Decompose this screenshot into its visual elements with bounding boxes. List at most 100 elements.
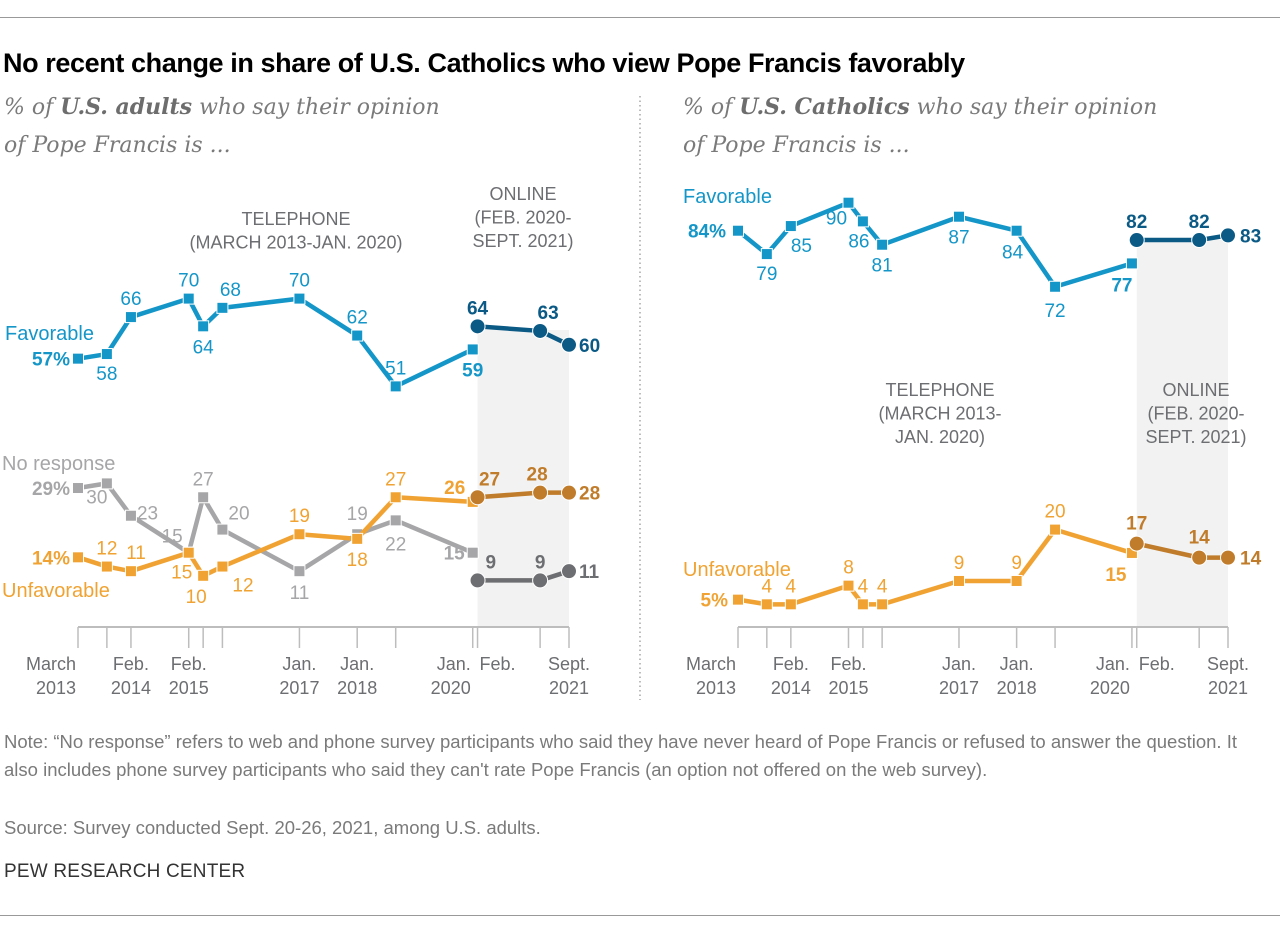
favorable-telephone-point: [182, 292, 195, 305]
favorable-value-label: 62: [347, 308, 368, 329]
favorable-telephone-point: [856, 215, 869, 228]
favorable-online-point: [1128, 232, 1145, 249]
x-tick-label: 2013: [696, 678, 736, 698]
x-tick-label: 2015: [169, 678, 209, 698]
unfavorable-online-point: [1191, 549, 1208, 566]
unfavorable-value-label: 12: [232, 576, 253, 597]
unfavorable-value-label: 8: [843, 558, 854, 579]
favorable-value-label: 66: [120, 289, 141, 310]
unfavorable-value-label: 4: [877, 576, 888, 597]
favorable-telephone-point: [1049, 280, 1062, 293]
favorable-telephone-point: [293, 292, 306, 305]
unfavorable-value-label: 18: [347, 550, 368, 571]
unfavorable-value-label: 27: [479, 469, 500, 490]
favorable-telephone-point: [124, 311, 137, 324]
x-tick-label: Feb.: [1139, 654, 1175, 674]
unfavorable-value-label: 14%: [32, 548, 70, 569]
x-tick-label: 2013: [36, 678, 76, 698]
unfavorable-telephone-point: [351, 532, 364, 545]
favorable-telephone-point: [216, 301, 229, 314]
no-response-telephone-point: [124, 509, 137, 522]
x-tick-label: Jan.: [282, 654, 316, 674]
no-response-value-label: 23: [137, 504, 158, 525]
online-mode-label: SEPT. 2021): [1145, 427, 1246, 447]
no-response-value-label: 29%: [32, 479, 70, 500]
x-tick-label: Feb.: [773, 654, 809, 674]
favorable-telephone-point: [197, 320, 210, 333]
x-tick-label: 2014: [111, 678, 151, 698]
bottom-rule: [0, 915, 1280, 916]
no-response-telephone-point: [100, 477, 113, 490]
unfavorable-value-label: 14: [1240, 549, 1262, 570]
unfavorable-online-point: [469, 489, 486, 506]
right-subtitle: % of U.S. Catholics who say their opinio…: [683, 94, 1157, 120]
x-tick-label: March: [686, 654, 736, 674]
unfavorable-series-label: Unfavorable: [2, 580, 110, 602]
online-mode-label: SEPT. 2021): [472, 231, 573, 251]
favorable-online-point: [532, 322, 549, 339]
x-tick-label: 2014: [771, 678, 811, 698]
x-tick-label: Feb.: [113, 654, 149, 674]
favorable-value-label: 57%: [32, 350, 70, 371]
right-panel-us-catholics: TELEPHONE (MARCH 2013- JAN. 2020) ONLINE (FE…: [683, 186, 1262, 698]
x-tick-label: 2020: [431, 678, 471, 698]
no-response-telephone-point: [389, 514, 402, 527]
online-mode-label: ONLINE: [489, 184, 556, 204]
x-tick-label: 2021: [549, 678, 589, 698]
favorable-value-label: 81: [872, 256, 893, 277]
no-response-value-label: 11: [290, 583, 310, 604]
x-tick-label: 2021: [1208, 678, 1248, 698]
favorable-value-label: 83: [1240, 226, 1261, 247]
no-response-telephone-point: [293, 565, 306, 578]
unfavorable-value-label: 9: [1011, 553, 1022, 574]
chart-note: Note: “No response” refers to web and ph…: [4, 731, 1237, 780]
telephone-mode-label: TELEPHONE: [241, 209, 350, 229]
unfavorable-value-label: 14: [1189, 528, 1211, 549]
x-tick-label: Feb.: [480, 654, 516, 674]
favorable-telephone-point: [100, 348, 113, 361]
unfavorable-telephone-point: [1010, 574, 1023, 587]
unfavorable-online-point: [1220, 549, 1236, 566]
unfavorable-telephone-point: [952, 574, 965, 587]
x-tick-label: Jan.: [340, 654, 374, 674]
favorable-value-label: 90: [826, 209, 847, 230]
x-tick-label: Jan.: [1096, 654, 1130, 674]
no-response-value-label: 9: [535, 552, 546, 573]
telephone-mode-label: (MARCH 2013-JAN. 2020): [189, 233, 402, 253]
unfavorable-value-label: 17: [1126, 514, 1147, 535]
favorable-value-label: 85: [791, 236, 812, 257]
no-response-telephone-point: [466, 546, 479, 559]
subtitle-text: who say their opinion: [192, 95, 440, 120]
unfavorable-value-label: 19: [289, 506, 310, 527]
favorable-online-line: [1136, 233, 1229, 243]
unfavorable-telephone-point: [1049, 523, 1062, 536]
x-tick-label: 2018: [997, 678, 1037, 698]
unfavorable-value-label: 28: [579, 484, 600, 505]
telephone-mode-label: TELEPHONE: [885, 380, 994, 400]
x-tick-label: Sept.: [548, 654, 590, 674]
favorable-online-point: [469, 318, 486, 335]
subtitle-text: who say their opinion: [910, 95, 1158, 120]
no-response-value-label: 19: [347, 504, 368, 525]
unfavorable-value-label: 10: [186, 587, 207, 608]
x-tick-label: Jan.: [942, 654, 976, 674]
unfavorable-value-label: 11: [126, 543, 146, 564]
favorable-value-label: 72: [1044, 301, 1065, 322]
favorable-value-label: 82: [1189, 212, 1210, 233]
online-mode-label: (FEB. 2020-: [1147, 404, 1244, 424]
favorable-value-label: 79: [756, 264, 777, 285]
no-response-telephone-point: [72, 482, 84, 495]
unfavorable-value-label: 4: [762, 576, 773, 597]
no-response-telephone-point: [197, 491, 210, 504]
chart-title: No recent change in share of U.S. Cathol…: [3, 48, 965, 78]
favorable-value-label: 87: [948, 228, 969, 249]
no-response-value-label: 9: [486, 552, 497, 573]
unfavorable-series-label: Unfavorable: [683, 559, 791, 581]
right-subtitle-line2: of Pope Francis is ...: [683, 133, 910, 158]
unfavorable-telephone-point: [72, 551, 84, 564]
favorable-telephone-point: [72, 352, 84, 365]
no-response-telephone-point: [216, 523, 229, 536]
online-period-shading: [1136, 240, 1228, 627]
unfavorable-telephone-point: [732, 593, 744, 606]
unfavorable-telephone-point: [389, 491, 402, 504]
